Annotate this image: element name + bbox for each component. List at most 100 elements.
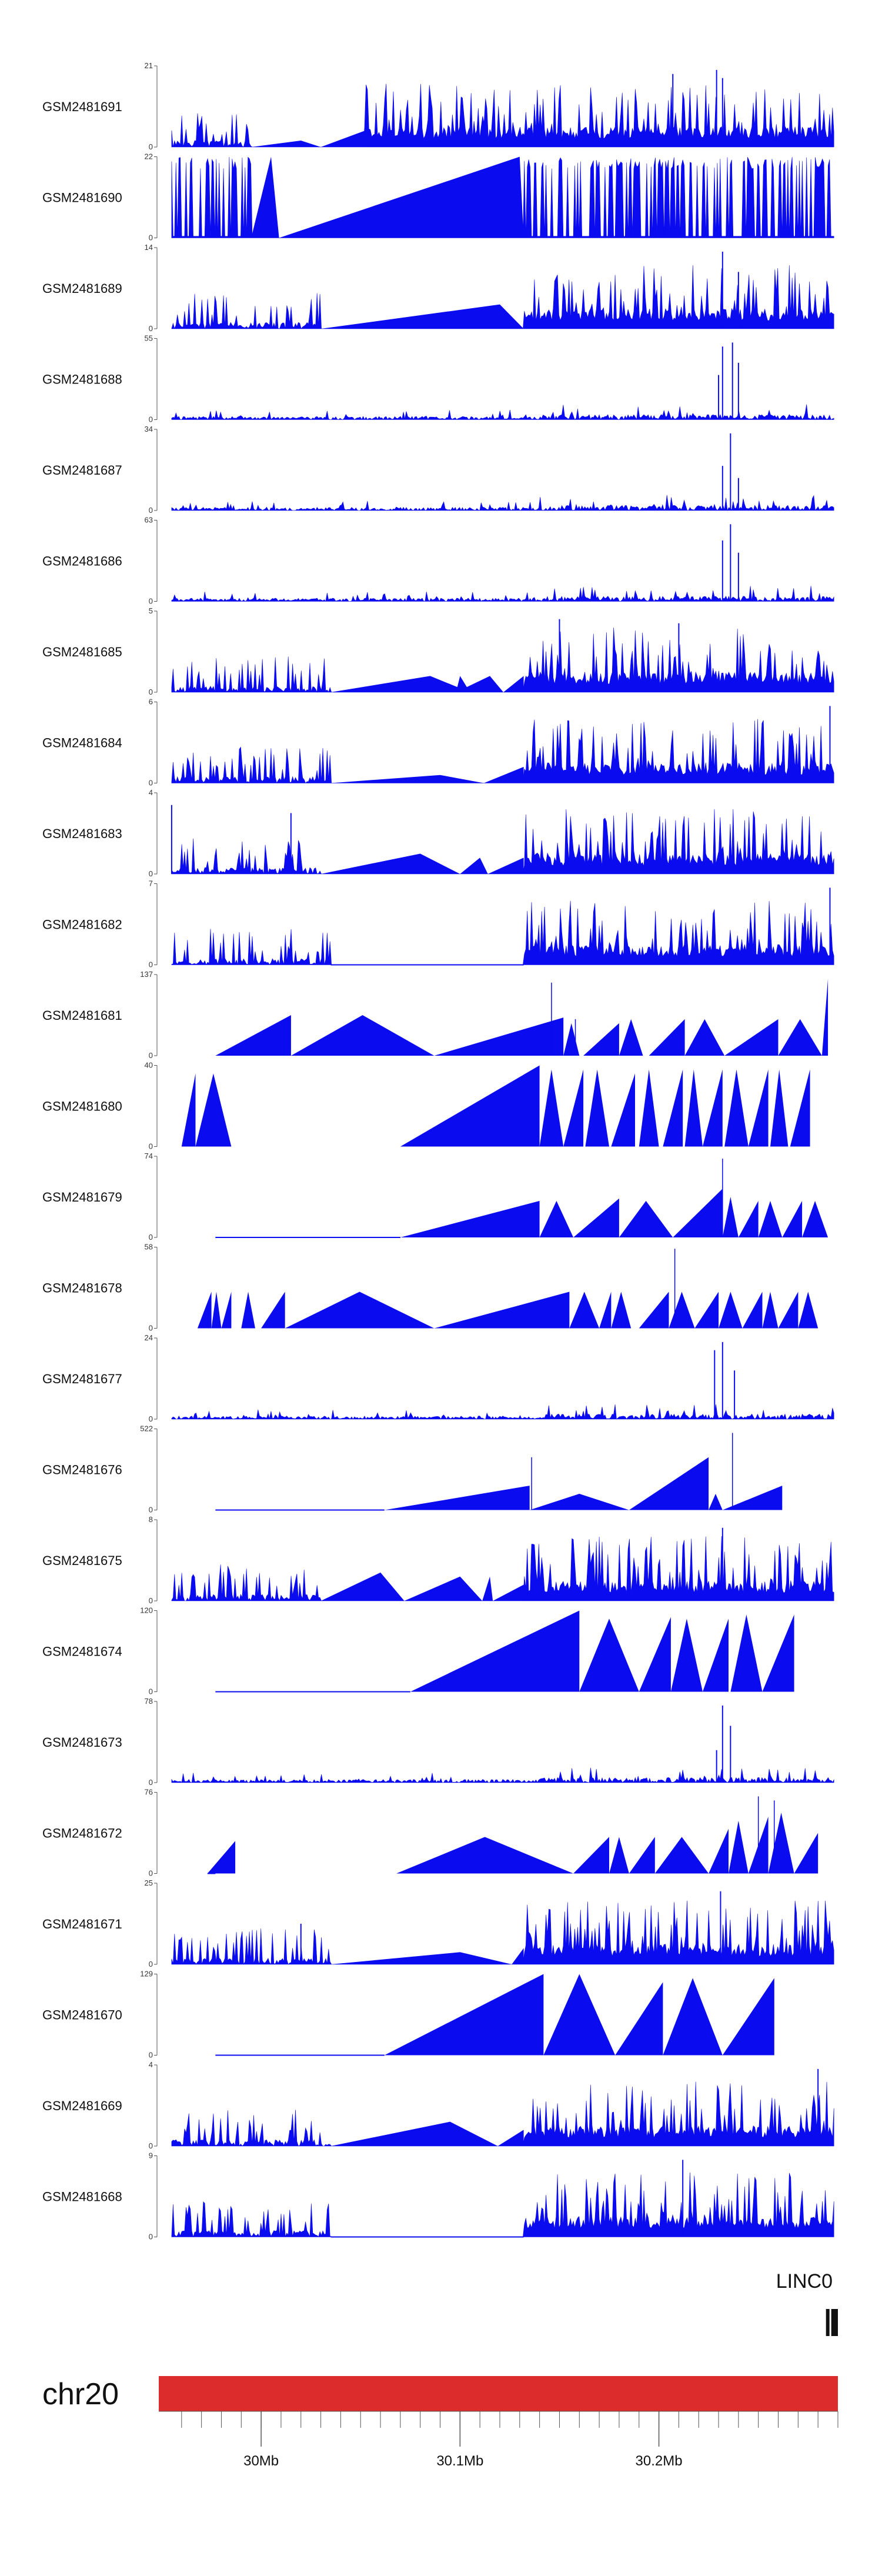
coverage-triangle <box>730 1614 763 1692</box>
coverage-triangle <box>573 1837 609 1874</box>
coverage-triangle <box>639 1069 659 1147</box>
tick-label: 30.1Mb <box>436 2453 483 2469</box>
coverage-triangle <box>384 1974 544 2056</box>
y-max-label: 4 <box>149 788 153 797</box>
track-label: GSM2481689 <box>42 281 122 296</box>
track-GSM2481671: GSM2481671 25 0 <box>42 1878 834 1968</box>
coverage-triangle <box>782 1200 803 1237</box>
track-label: GSM2481690 <box>42 191 122 205</box>
coverage-triangle <box>569 1292 600 1329</box>
coverage-triangle <box>703 1069 723 1147</box>
coverage-triangle <box>629 1837 655 1874</box>
gap-triangle <box>456 676 504 692</box>
track-GSM2481674: GSM2481674 120 0 <box>42 1606 794 1696</box>
chromosome-label: chr20 <box>42 2377 119 2411</box>
y-min-label: 0 <box>149 2141 153 2150</box>
track-label: GSM2481691 <box>42 99 122 114</box>
y-max-label: 76 <box>145 1788 153 1797</box>
coverage-area <box>171 809 834 875</box>
coverage-triangle <box>211 1292 222 1329</box>
y-min-label: 0 <box>149 233 153 242</box>
coverage-triangle <box>758 1200 783 1237</box>
track-GSM2481668: GSM2481668 9 0 <box>42 2151 834 2241</box>
coverage-triangle <box>770 1069 789 1147</box>
coverage-area <box>171 900 834 965</box>
track-GSM2481675: GSM2481675 8 0 <box>42 1515 834 1605</box>
coverage-triangle <box>563 1069 584 1147</box>
y-min-label: 0 <box>149 1506 153 1514</box>
track-label: GSM2481681 <box>42 1008 122 1023</box>
y-max-label: 6 <box>149 698 153 706</box>
coverage-triangle <box>722 1197 739 1237</box>
y-min-label: 0 <box>149 779 153 788</box>
gap-triangle <box>497 2130 524 2146</box>
gap-triangle <box>512 1948 524 1964</box>
coverage-triangle <box>663 1069 683 1147</box>
coverage-triangle <box>619 1200 673 1237</box>
coverage-triangle <box>798 1292 818 1329</box>
y-max-label: 55 <box>145 334 153 343</box>
gap-triangle <box>493 1584 524 1601</box>
coverage-triangle <box>611 1292 632 1329</box>
tick-label: 30.2Mb <box>636 2453 683 2469</box>
coverage-triangle <box>778 1292 799 1329</box>
track-GSM2481686: GSM2481686 63 0 <box>42 516 834 606</box>
coverage-triangle <box>738 1200 759 1237</box>
coverage-triangle <box>543 1974 616 2056</box>
coverage-triangle <box>722 1978 774 2056</box>
y-max-label: 129 <box>140 1970 153 1978</box>
coverage-triangle <box>719 1292 743 1329</box>
coverage-triangle <box>748 1069 769 1147</box>
coverage-triangle <box>410 1610 580 1692</box>
track-label: GSM2481677 <box>42 1372 122 1386</box>
genome-axis: 30Mb 30.1Mb 30.2Mb <box>159 2411 838 2469</box>
coverage-triangle <box>615 1982 663 2056</box>
y-min-label: 0 <box>149 1960 153 1968</box>
gap-triangle <box>320 131 365 147</box>
coverage-triangle <box>790 1069 810 1147</box>
coverage-area <box>171 586 834 602</box>
coverage-area <box>171 1404 834 1420</box>
y-min-label: 0 <box>149 2233 153 2241</box>
coverage-triangle <box>639 1617 671 1692</box>
coverage-triangle <box>619 1019 643 1056</box>
y-min-label: 0 <box>149 324 153 333</box>
coverage-triangle <box>563 1023 580 1056</box>
coverage-triangle <box>742 1292 763 1329</box>
track-GSM2481679: GSM2481679 74 0 <box>42 1152 828 1242</box>
coverage-triangle <box>762 1292 779 1329</box>
track-label: GSM2481686 <box>42 554 122 569</box>
coverage-area <box>171 2172 834 2238</box>
coverage-area <box>171 1536 834 1601</box>
y-min-label: 0 <box>149 142 153 151</box>
gap-triangle <box>330 775 484 783</box>
coverage-triangle <box>400 1200 540 1237</box>
gene-label: LINC0 <box>776 2270 833 2293</box>
coverage-triangle <box>821 978 828 1056</box>
y-max-label: 74 <box>145 1152 153 1160</box>
y-max-label: 137 <box>140 970 153 979</box>
coverage-triangle <box>670 1619 703 1692</box>
gap-triangle <box>460 857 488 874</box>
coverage-triangle <box>768 1813 794 1874</box>
gene-track: LINC0 <box>776 2270 838 2336</box>
coverage-area <box>171 1767 834 1783</box>
coverage-triangle <box>583 1023 619 1056</box>
y-min-label: 0 <box>149 1687 153 1696</box>
track-GSM2481691: GSM2481691 21 0 <box>42 61 834 151</box>
gene-glyph <box>826 2309 838 2336</box>
tick-label: 30Mb <box>243 2453 279 2469</box>
coverage-area <box>171 719 834 784</box>
coverage-triangle <box>609 1837 629 1874</box>
coverage-triangle <box>669 1292 695 1329</box>
coverage-triangle <box>724 1069 749 1147</box>
track-GSM2481680: GSM2481680 40 0 <box>42 1061 810 1151</box>
coverage-triangle <box>573 1198 619 1237</box>
gap-triangle <box>251 156 279 238</box>
y-min-label: 0 <box>149 1778 153 1787</box>
coverage-triangle <box>629 1457 709 1510</box>
signal-tracks: GSM2481691210GSM2481690220GSM2481689140G… <box>42 61 834 2241</box>
track-GSM2481688: GSM2481688 55 0 <box>42 334 834 424</box>
gap-triangle <box>320 304 524 329</box>
